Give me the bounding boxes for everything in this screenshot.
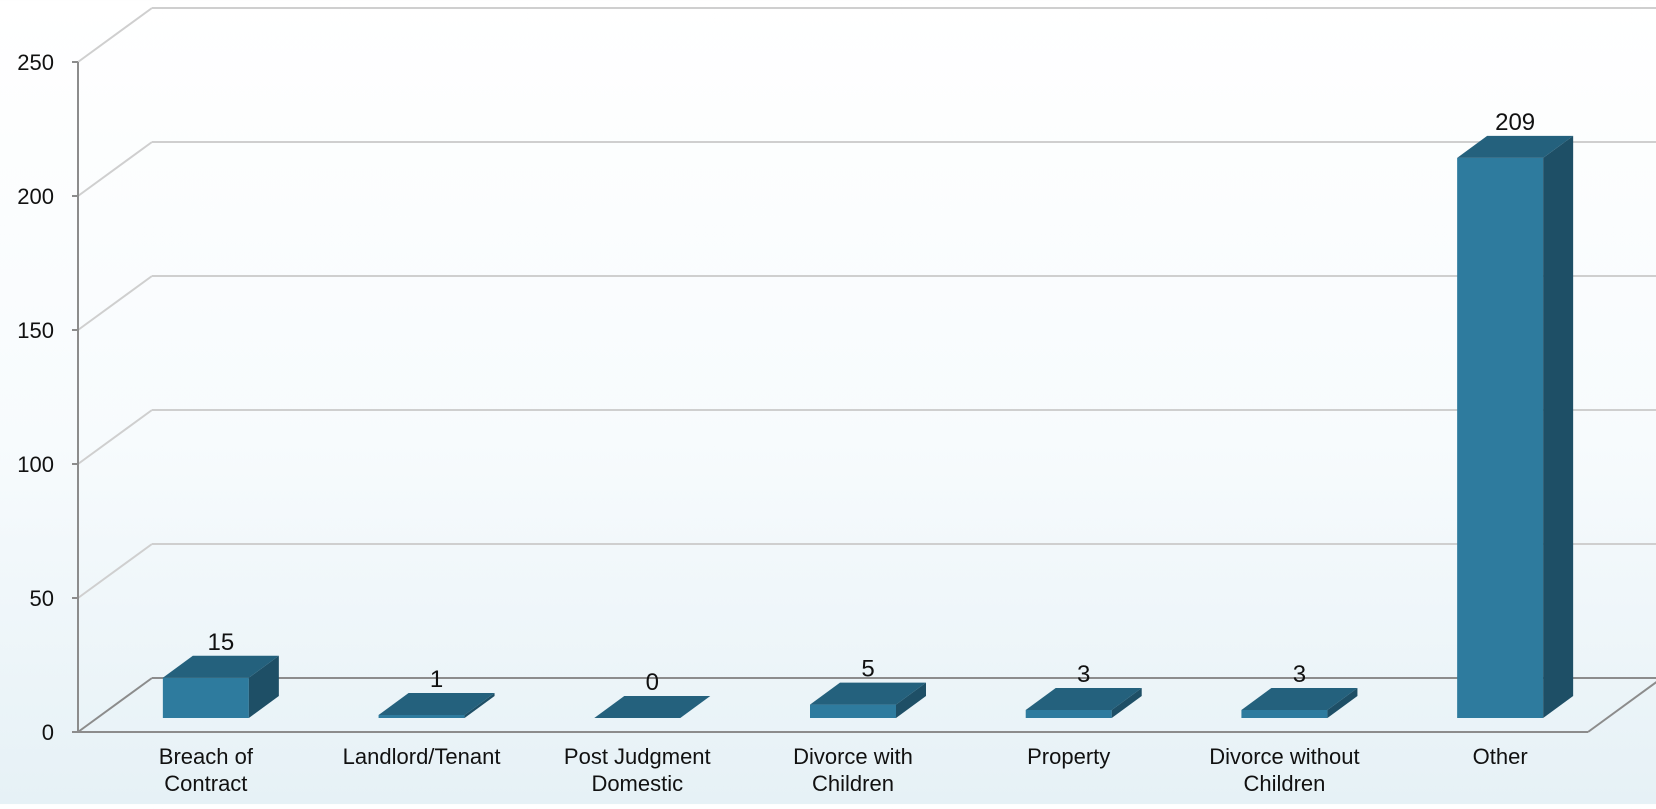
y-tick-label: 200 [17,184,54,209]
bar-data-label: 5 [861,656,874,683]
bar-top [594,696,711,718]
bar-front [810,704,896,718]
x-axis-ticks: Breach of Contract Landlord/Tenant Post Jud… [159,744,1528,796]
x-tick-label-line: Divorce without [1209,744,1359,769]
bar [594,696,711,718]
x-tick-label: Divorce without Children [1209,744,1359,796]
bar-side [248,655,279,718]
x-tick-label-line: Breach of [159,744,254,769]
floor-right-edge [1587,681,1656,733]
bar-side [896,682,926,718]
bar-front [1025,709,1112,718]
x-tick-label-line: Property [1027,744,1110,769]
floor-left-edge [77,677,153,733]
bar-data-label: 15 [208,629,235,656]
x-tick-label-line: Contract [164,771,247,796]
bar-data-label: 3 [1077,661,1090,688]
y-tick-label: 250 [17,50,54,75]
y-tick-label: 50 [30,586,54,611]
x-tick-label: Breach of Contract [159,744,254,796]
bar [1241,687,1358,718]
bar-side [1327,687,1358,718]
x-tick-label-line: Post Judgment [564,744,711,769]
bar-side [464,693,495,718]
x-tick-label: Landlord/Tenant [343,744,501,769]
gridline-side-1 [77,543,153,599]
bar [810,682,926,718]
x-tick-label: Other [1473,744,1528,769]
x-tick-label-line: Other [1473,744,1528,769]
gridline-side-4 [77,141,153,197]
bar-front [162,677,249,718]
bar [378,693,495,718]
gridline-side-2 [77,409,153,465]
bar-top [1025,687,1142,710]
bar-top [1241,687,1358,710]
x-tick-label-line: Domestic [591,771,683,796]
bar [1457,135,1574,718]
x-tick-label-line: Divorce with [793,744,913,769]
gridline-side-5 [77,7,153,63]
bar [162,655,279,718]
y-axis-ticks: 0 50 100 150 200 250 [17,50,78,745]
x-tick-label-line: Children [1243,771,1325,796]
x-tick-label: Post Judgment Domestic [564,744,711,796]
x-tick-label: Property [1027,744,1110,769]
bar-side [1543,135,1574,718]
gridlines [77,7,1656,599]
axes [77,62,1656,733]
bar-top [378,693,495,715]
bar-side [1111,687,1142,718]
bar-top [810,682,926,705]
bar-data-label: 209 [1495,109,1535,136]
bars [162,135,1574,718]
x-tick-label: Divorce with Children [793,744,913,796]
bar-top [1457,135,1574,158]
y-tick-label: 100 [17,452,54,477]
bar-data-label: 0 [646,669,659,696]
bar-front [1241,709,1328,718]
x-tick-label-line: Landlord/Tenant [343,744,501,769]
bar-data-label: 3 [1293,661,1306,688]
gridline-side-3 [77,275,153,331]
bar-front [1457,157,1544,718]
bar-top [162,655,279,678]
bar [1025,687,1142,718]
x-tick-label-line: Children [812,771,894,796]
bar-front [378,715,465,718]
y-tick-label: 150 [17,318,54,343]
y-tick-label: 0 [42,720,54,745]
bar-data-label: 1 [430,666,443,693]
